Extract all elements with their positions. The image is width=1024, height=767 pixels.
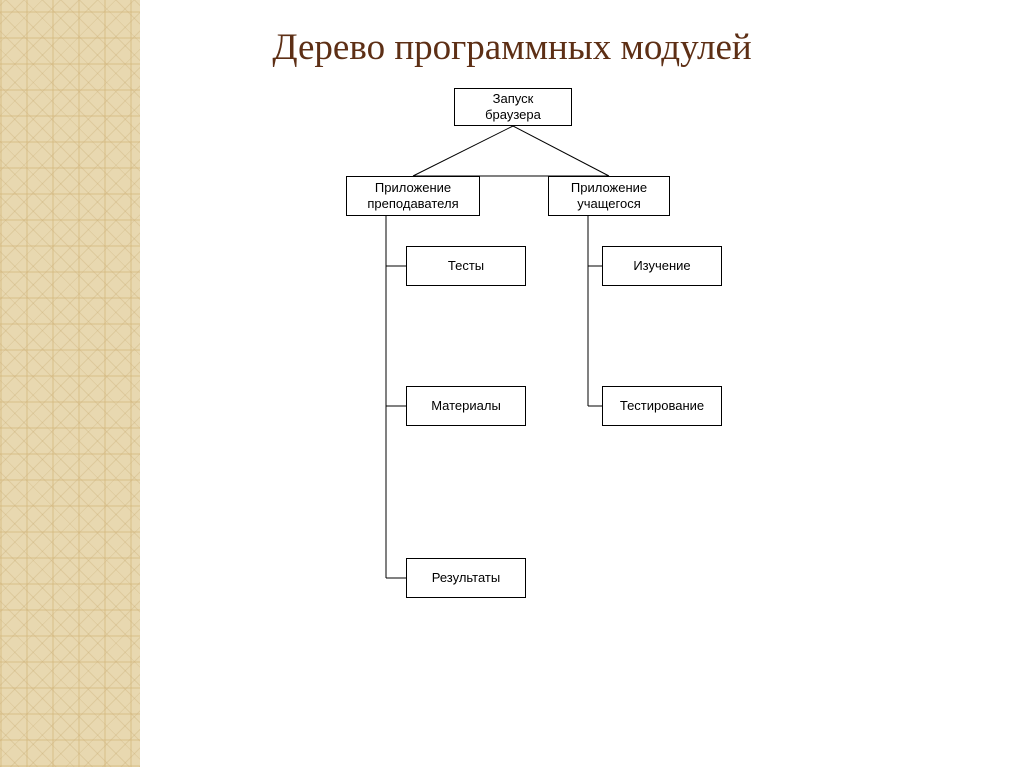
slide-title: Дерево программных модулей	[0, 26, 1024, 69]
node-teacher: Приложениепреподавателя	[346, 176, 480, 216]
node-study: Изучение	[602, 246, 722, 286]
node-student: Приложениеучащегося	[548, 176, 670, 216]
node-root: Запускбраузера	[454, 88, 572, 126]
node-mats: Материалы	[406, 386, 526, 426]
node-testing: Тестирование	[602, 386, 722, 426]
node-results: Результаты	[406, 558, 526, 598]
sidebar-texture	[0, 0, 140, 767]
node-tests: Тесты	[406, 246, 526, 286]
